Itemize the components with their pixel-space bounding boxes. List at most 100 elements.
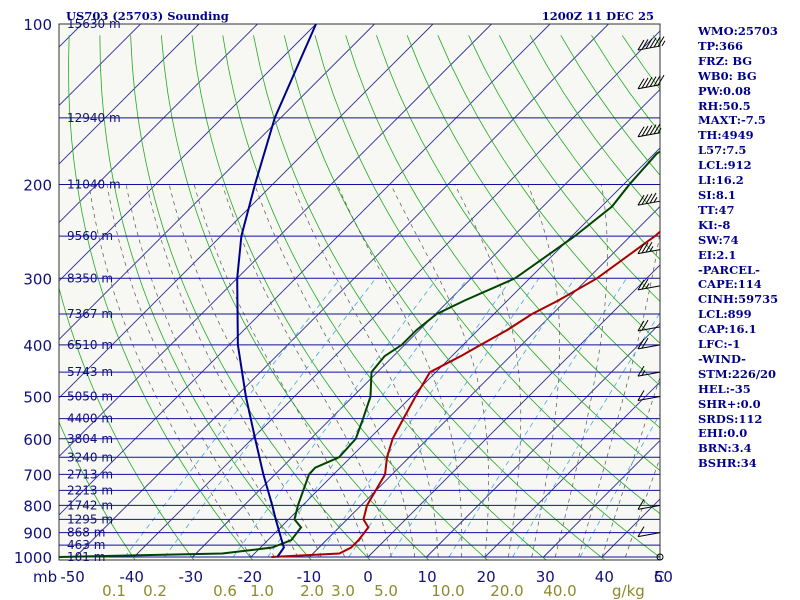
dry-adiabat bbox=[468, 35, 660, 302]
wind-barbs bbox=[637, 36, 666, 561]
temperature-tick-label: 40 bbox=[595, 568, 614, 586]
wind-barb-staff bbox=[637, 45, 661, 51]
height-label: 3804 m bbox=[67, 432, 113, 446]
wind-barb-flag bbox=[657, 127, 662, 134]
wind-barb-flag bbox=[637, 78, 645, 89]
wind-barb-flag bbox=[649, 76, 657, 87]
pressure-tick-label: 100 bbox=[23, 16, 52, 34]
wind-barb-flag bbox=[641, 370, 646, 376]
wind-barb-staff bbox=[637, 371, 661, 377]
index-item: EI:2.1 bbox=[698, 247, 737, 262]
wind-barb-flag bbox=[641, 319, 649, 331]
moist-adiabat bbox=[625, 457, 660, 558]
moist-adiabat bbox=[146, 184, 322, 558]
index-item: -PARCEL- bbox=[698, 262, 760, 277]
wind-barb bbox=[637, 36, 666, 51]
mixing-ratio-line bbox=[512, 312, 660, 558]
isotherm-line bbox=[59, 24, 492, 458]
mixing-ratio-label: 0.2 bbox=[143, 582, 167, 600]
pressure-tick-label: 700 bbox=[23, 466, 52, 484]
moist-adiabat bbox=[336, 184, 463, 558]
wind-barb bbox=[637, 526, 661, 538]
plot-area bbox=[59, 24, 660, 560]
isotherm-line bbox=[59, 24, 200, 165]
wind-barb-flag bbox=[637, 365, 645, 377]
temperature-tick-label: -40 bbox=[119, 568, 144, 586]
temperature-tick-label: 20 bbox=[477, 568, 496, 586]
wind-barb-flag bbox=[641, 337, 649, 349]
wind-barb-flag bbox=[637, 243, 645, 254]
isotherm-line bbox=[59, 24, 551, 516]
index-item: STM:226/20 bbox=[698, 366, 777, 381]
wind-barb-flag bbox=[641, 125, 649, 137]
temperature-tick-label: -50 bbox=[60, 568, 85, 586]
moist-adiabat bbox=[222, 184, 392, 558]
wind-barb-flag bbox=[661, 40, 666, 46]
height-label: 12940 m bbox=[67, 111, 121, 125]
wind-barb bbox=[637, 278, 661, 291]
index-item: SRDS:112 bbox=[698, 411, 763, 426]
index-item: L57:7.5 bbox=[698, 143, 747, 158]
mixing-ratio-label: 5.0 bbox=[374, 582, 398, 600]
height-label: 7367 m bbox=[67, 307, 113, 321]
wind-barb-flag bbox=[637, 126, 645, 138]
wind-barb bbox=[637, 390, 661, 402]
index-item: WMO:25703 bbox=[698, 24, 778, 38]
wind-barb-staff bbox=[637, 326, 661, 332]
dry-adiabat bbox=[160, 35, 430, 560]
wind-barb-staff bbox=[637, 84, 661, 90]
temperature-tick-label: 30 bbox=[536, 568, 555, 586]
calm-marker-label: C bbox=[654, 568, 664, 586]
pressure-tick-label: 800 bbox=[23, 497, 52, 515]
moist-adiabat bbox=[454, 184, 522, 558]
wind-barb bbox=[637, 123, 662, 138]
pressure-tick-label: 600 bbox=[23, 431, 52, 449]
isotherm-line bbox=[59, 24, 434, 399]
wind-barb-flag bbox=[645, 125, 653, 136]
thermo-grid bbox=[59, 24, 660, 560]
dry-adiabat bbox=[437, 35, 660, 344]
wind-barb-staff bbox=[637, 344, 661, 350]
plot-background bbox=[59, 24, 660, 560]
wind-barb bbox=[637, 337, 661, 350]
pressure-tick-label: 200 bbox=[23, 176, 52, 194]
dewpoint-line bbox=[59, 150, 660, 558]
dry-adiabat bbox=[130, 35, 371, 560]
height-label: 101 m bbox=[67, 550, 105, 564]
wind-barb-flag bbox=[653, 123, 661, 135]
wind-barb-staff bbox=[637, 285, 661, 291]
dry-adiabat bbox=[68, 35, 254, 560]
index-item: TP:366 bbox=[698, 38, 744, 53]
wind-barb-flag bbox=[653, 75, 661, 87]
moist-adiabat bbox=[168, 184, 345, 558]
wind-barb-flag bbox=[645, 193, 653, 205]
mixing-ratio-label: 0.6 bbox=[213, 582, 237, 600]
mixing-ratio-unit-label: g/kg bbox=[612, 582, 645, 600]
index-item: TT:47 bbox=[698, 202, 735, 217]
index-item: LFC:-1 bbox=[698, 337, 741, 352]
wind-barb-flag bbox=[641, 242, 649, 254]
isotherm-line bbox=[543, 439, 660, 558]
profile-lines bbox=[59, 24, 660, 558]
index-item: CAPE:114 bbox=[698, 277, 762, 292]
index-item: KI:-8 bbox=[698, 217, 731, 232]
wind-barb bbox=[637, 319, 661, 332]
height-label: 1742 m bbox=[67, 498, 113, 512]
index-item: BSHR:34 bbox=[698, 456, 757, 471]
wind-barb-flag bbox=[649, 124, 657, 135]
height-label: 6510 m bbox=[67, 338, 113, 352]
wind-barb bbox=[637, 241, 661, 255]
temperature-tick-label: 0 bbox=[363, 568, 373, 586]
pressure-tick-label: 400 bbox=[23, 337, 52, 355]
pressure-tick-label: 1000 bbox=[14, 549, 52, 567]
dry-adiabat bbox=[314, 35, 660, 515]
pressure-tick-label: 300 bbox=[23, 270, 52, 288]
dry-adiabat bbox=[99, 35, 312, 560]
dry-adiabat bbox=[191, 35, 489, 560]
wind-barb-staff bbox=[637, 249, 661, 255]
isotherm-line bbox=[75, 24, 609, 558]
wind-barb-flag bbox=[645, 241, 653, 253]
moist-adiabat bbox=[390, 184, 489, 558]
mixing-ratio-label: 20.0 bbox=[490, 582, 523, 600]
